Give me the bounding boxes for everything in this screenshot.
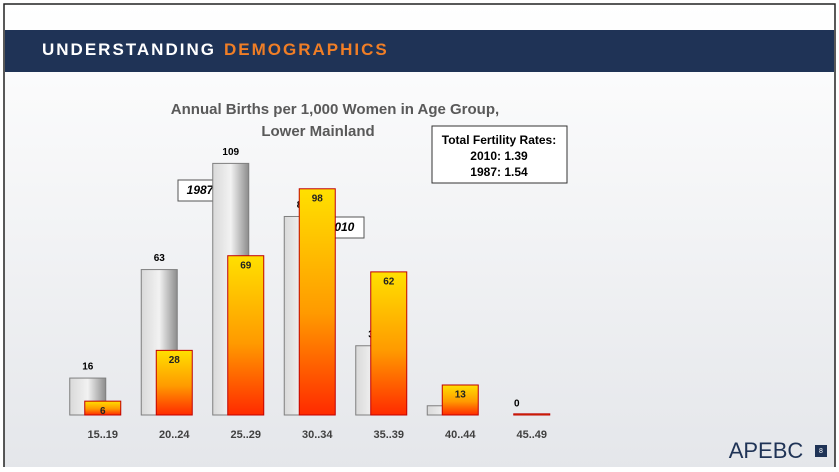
data-label: 6 xyxy=(100,406,106,417)
logo: APEBC xyxy=(729,438,804,463)
header-title-2: DEMOGRAPHICS xyxy=(224,40,389,59)
page-number: 8 xyxy=(819,448,823,455)
data-label: 28 xyxy=(169,355,181,366)
slide-frame xyxy=(3,3,836,472)
header-title: UNDERSTANDING DEMOGRAPHICS xyxy=(42,40,389,59)
header-bar xyxy=(5,30,834,72)
x-tick-label: 30..34 xyxy=(302,429,333,441)
legend-entry: 1987 xyxy=(187,183,215,197)
bar xyxy=(227,255,265,416)
page-number-box xyxy=(815,445,827,457)
annotation: 2010: 1.39 xyxy=(470,149,528,163)
chart-title: Annual Births per 1,000 Women in Age Gro… xyxy=(171,101,499,118)
chart-title: Lower Mainland xyxy=(261,123,374,140)
bar xyxy=(513,413,551,416)
x-tick-label: 20..24 xyxy=(159,429,190,441)
x-tick-label: 25..29 xyxy=(230,429,261,441)
bar xyxy=(155,349,193,416)
annotation: 1987: 1.54 xyxy=(470,165,528,179)
x-tick-label: 15..19 xyxy=(87,429,118,441)
bar xyxy=(441,384,479,416)
bar xyxy=(298,188,336,416)
x-tick-label: 35..39 xyxy=(373,429,404,441)
data-label: 63 xyxy=(154,253,166,264)
x-tick-label: 40..44 xyxy=(445,429,476,441)
x-tick-label: 45..49 xyxy=(516,429,547,441)
bar xyxy=(84,400,122,416)
data-label: 98 xyxy=(312,193,324,204)
bar xyxy=(370,271,408,416)
data-label: 69 xyxy=(240,260,252,271)
data-label: 13 xyxy=(455,390,467,401)
data-label: 109 xyxy=(222,147,239,158)
header-title-1: UNDERSTANDING xyxy=(42,40,216,59)
data-label: 16 xyxy=(82,362,94,373)
annotation: Total Fertility Rates: xyxy=(442,133,556,147)
data-label: 0 xyxy=(514,399,520,410)
data-label: 62 xyxy=(383,277,395,288)
annotation-box xyxy=(431,125,568,184)
